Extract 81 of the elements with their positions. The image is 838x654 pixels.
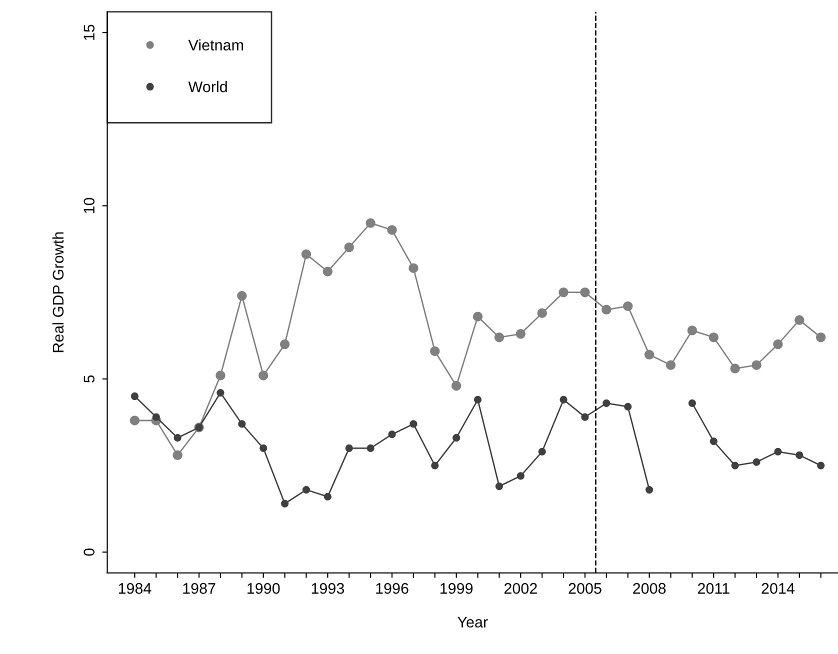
legend-label: World <box>188 81 227 92</box>
x-tick-label: 1987 <box>183 583 216 594</box>
point <box>537 308 547 318</box>
point <box>773 339 783 350</box>
point <box>644 350 654 360</box>
point <box>301 249 312 260</box>
y-tick-label: 0 <box>84 548 95 556</box>
point <box>796 451 804 459</box>
y-axis-title: Real GDP Growth <box>52 232 64 352</box>
point <box>152 413 160 421</box>
point <box>817 462 825 470</box>
point <box>366 218 376 228</box>
x-axis-title: Year <box>458 616 488 628</box>
point <box>602 399 610 407</box>
point <box>324 492 332 501</box>
point <box>580 287 590 298</box>
x-tick-label: 1996 <box>376 583 408 594</box>
point <box>410 420 418 428</box>
point <box>816 332 826 342</box>
x-tick-label: 1984 <box>118 583 152 594</box>
point <box>752 458 760 466</box>
point <box>688 399 696 407</box>
x-tick-label: 1999 <box>440 583 473 594</box>
y-tick-label: 10 <box>84 198 95 214</box>
point <box>430 346 440 356</box>
point <box>322 266 333 276</box>
point <box>645 486 654 494</box>
point <box>237 290 247 301</box>
point <box>238 420 246 428</box>
point <box>602 304 612 315</box>
point <box>431 462 439 470</box>
point <box>451 381 462 391</box>
point <box>260 444 268 452</box>
point <box>687 326 698 336</box>
point <box>516 329 526 339</box>
point <box>408 263 418 273</box>
y-tick-label: 5 <box>84 375 95 383</box>
point <box>366 444 374 452</box>
point <box>345 444 353 452</box>
point <box>752 360 762 370</box>
point <box>280 500 289 508</box>
point <box>581 413 589 421</box>
point <box>452 434 460 442</box>
point <box>494 332 504 342</box>
point <box>560 396 568 404</box>
point <box>174 434 182 442</box>
point <box>774 448 782 456</box>
point <box>216 388 224 397</box>
point <box>216 370 226 380</box>
x-tick-label: 1990 <box>248 583 280 594</box>
x-tick-label: 2014 <box>762 583 795 594</box>
point <box>794 315 804 325</box>
point <box>623 301 633 312</box>
point <box>558 287 568 298</box>
point <box>258 370 268 380</box>
point <box>472 312 483 322</box>
legend-label: Vietnam <box>188 39 244 50</box>
x-tick-label: 2008 <box>633 583 666 594</box>
point <box>130 392 139 400</box>
point <box>730 364 740 374</box>
point <box>344 242 354 252</box>
point <box>388 430 396 438</box>
point <box>302 486 310 494</box>
point <box>708 332 718 342</box>
point <box>172 450 182 460</box>
point <box>516 472 524 480</box>
point <box>710 437 718 446</box>
point <box>130 416 140 426</box>
point <box>495 482 504 490</box>
x-tick-label: 2005 <box>568 583 602 594</box>
y-tick-label: 15 <box>84 24 95 40</box>
point <box>666 360 676 370</box>
point <box>538 448 546 456</box>
x-tick-label: 2002 <box>504 583 537 594</box>
x-tick-label: 1993 <box>312 583 344 594</box>
point <box>731 462 739 470</box>
point <box>387 225 397 235</box>
point <box>280 339 290 350</box>
point <box>624 402 632 410</box>
point <box>474 396 482 404</box>
x-tick-label: 2011 <box>698 583 730 594</box>
